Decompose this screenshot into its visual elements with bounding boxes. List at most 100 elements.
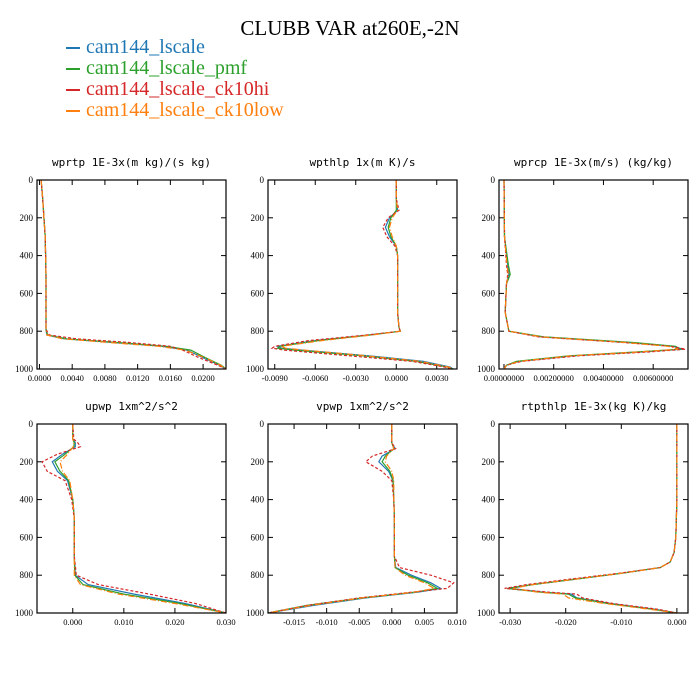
legend-label: cam144_lscale_ck10low (86, 99, 284, 121)
x-tick-label: 0.010 (114, 617, 133, 627)
legend-label: cam144_lscale_pmf (86, 57, 248, 79)
y-tick-label: 400 (20, 495, 34, 505)
series-line (51, 424, 227, 614)
series-line (267, 424, 443, 614)
series-line (270, 180, 454, 370)
x-tick-label: -0.0060 (302, 373, 328, 383)
x-tick-label: 0.005 (415, 617, 434, 627)
y-tick-label: 0 (29, 419, 34, 429)
series-line (54, 424, 227, 614)
x-tick-label: -0.030 (499, 617, 521, 627)
series-line (503, 179, 686, 370)
legend-item: cam144_lscale_ck10low (66, 99, 284, 121)
y-tick-label: 600 (20, 288, 34, 298)
x-tick-label: -0.010 (610, 617, 632, 627)
x-tick-label: 0.0120 (126, 373, 149, 383)
y-tick-label: 1000 (15, 364, 34, 374)
x-tick-label: 0.020 (165, 617, 184, 627)
panel-title: upwp 1xm^2/s^2 (85, 400, 178, 413)
series-line (267, 424, 440, 614)
y-tick-label: 0 (491, 175, 496, 185)
y-tick-label: 600 (251, 532, 265, 542)
series-line (267, 424, 455, 614)
y-tick-label: 800 (20, 570, 34, 580)
x-tick-label: 0.0200 (191, 373, 214, 383)
x-tick-label: 0.00600000 (633, 373, 673, 383)
y-tick-label: 200 (20, 213, 34, 223)
x-tick-label: 0.00400000 (583, 373, 623, 383)
series-line (512, 424, 678, 614)
x-tick-label: 0.030 (216, 617, 235, 627)
x-tick-label: 0.0030 (425, 373, 448, 383)
plot-frame (267, 423, 458, 614)
y-tick-label: 800 (251, 326, 265, 336)
y-tick-label: 800 (20, 326, 34, 336)
y-tick-label: 600 (251, 288, 265, 298)
series-line (41, 423, 227, 614)
y-tick-label: 1000 (246, 608, 265, 618)
plot-frame (267, 179, 458, 370)
x-tick-label: 0.00200000 (534, 373, 574, 383)
y-tick-label: 1000 (477, 364, 496, 374)
x-tick-label: 0.000 (382, 617, 401, 627)
y-tick-label: 0 (29, 175, 34, 185)
panel: wpthlp 1x(m K)/s 0 200 400 600 800 1000-0.0090… (246, 156, 458, 383)
panel: upwp 1xm^2/s^2 0 200 400 600 800 1000 0.000 0.01… (15, 400, 236, 627)
panel-title: wpthlp 1x(m K)/s (310, 156, 416, 169)
panel-title: wprcp 1E-3x(m/s) (kg/kg) (514, 156, 673, 169)
y-tick-label: 400 (251, 251, 265, 261)
y-tick-label: 200 (251, 213, 265, 223)
x-tick-label: -0.0090 (262, 373, 288, 383)
series-line (275, 180, 454, 370)
x-tick-label: 0.0160 (159, 373, 182, 383)
plot-frame (498, 423, 689, 614)
y-tick-label: 400 (20, 251, 34, 261)
y-tick-label: 0 (260, 419, 265, 429)
y-tick-label: 400 (251, 495, 265, 505)
x-tick-label: -0.0030 (343, 373, 369, 383)
y-tick-label: 1000 (15, 608, 34, 618)
y-tick-label: 200 (251, 457, 265, 467)
y-tick-label: 400 (482, 495, 496, 505)
x-tick-label: 0.0040 (60, 373, 83, 383)
y-tick-label: 800 (482, 570, 496, 580)
x-tick-label: 0.0000 (385, 373, 408, 383)
legend-swatch (66, 88, 80, 91)
legend-swatch (66, 109, 80, 112)
series-line (40, 179, 227, 370)
y-tick-label: 600 (482, 532, 496, 542)
series-line (40, 179, 227, 370)
x-tick-label: 0.00000000 (484, 373, 524, 383)
y-tick-label: 200 (482, 213, 496, 223)
legend-swatch (66, 67, 80, 70)
y-tick-label: 0 (260, 175, 265, 185)
x-tick-label: -0.020 (555, 617, 577, 627)
series-line (40, 179, 227, 370)
y-tick-label: 800 (482, 326, 496, 336)
series-line (267, 424, 436, 614)
panel-title: rtpthlp 1E-3x(kg K)/kg (521, 400, 667, 413)
x-tick-label: 0.0000 (28, 373, 51, 383)
series-line (40, 179, 227, 370)
legend-item: cam144_lscale_pmf (66, 57, 284, 79)
series-line (504, 424, 678, 614)
x-tick-label: -0.015 (283, 617, 305, 627)
y-tick-label: 200 (482, 457, 496, 467)
legend-label: cam144_lscale_ck10hi (86, 78, 270, 100)
series-line (279, 180, 454, 370)
panel-title: wprtp 1E-3x(m kg)/(s kg) (52, 156, 211, 169)
figure-title: CLUBB VAR at260E,-2N (240, 16, 460, 40)
y-tick-label: 600 (20, 532, 34, 542)
x-tick-label: -0.005 (348, 617, 370, 627)
plot-frame (36, 423, 227, 614)
series-line (275, 180, 454, 370)
legend-item: cam144_lscale (66, 36, 284, 58)
panel: wprcp 1E-3x(m/s) (kg/kg) 0 200 400 600 800 100… (477, 156, 689, 383)
panel: wprtp 1E-3x(m kg)/(s kg) 0 200 400 600 800 100… (15, 156, 227, 383)
y-tick-label: 0 (491, 419, 496, 429)
panel-title: vpwp 1xm^2/s^2 (316, 400, 409, 413)
x-tick-label: -0.010 (316, 617, 338, 627)
y-tick-label: 600 (482, 288, 496, 298)
